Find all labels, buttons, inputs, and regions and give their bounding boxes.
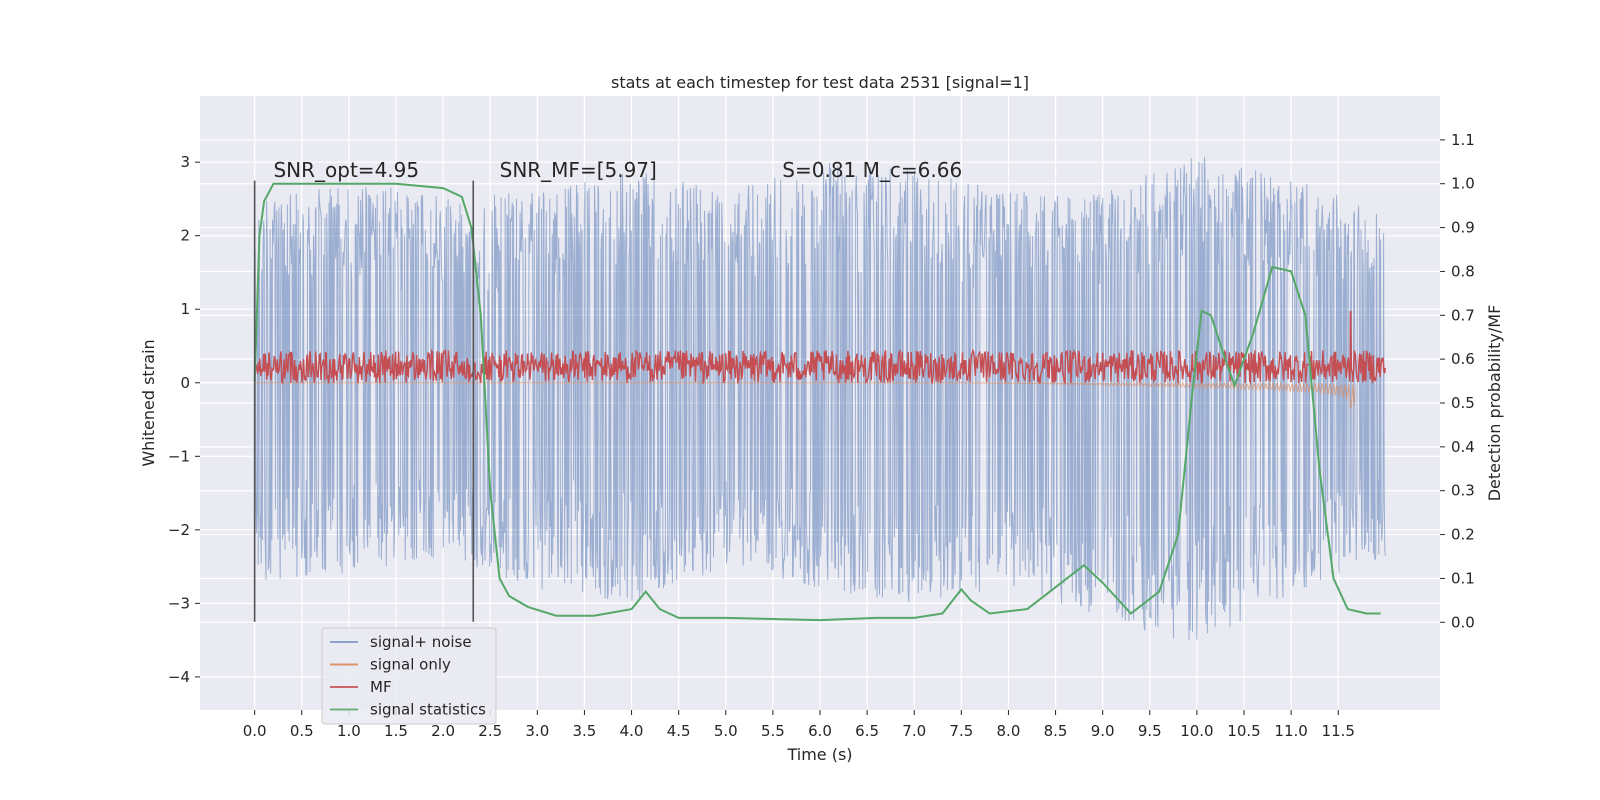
right-y-tick-label-1: 0.1 xyxy=(1451,569,1475,587)
legend-box xyxy=(321,627,497,725)
series-signal-plus-noise-line xyxy=(254,156,1386,641)
legend-label-1: signal only xyxy=(370,656,451,674)
x-tick-label-11: 5.5 xyxy=(761,722,785,740)
y-tick-label-6: 2 xyxy=(180,227,190,245)
x-tick-label-22: 11.0 xyxy=(1274,722,1307,740)
annotation-2: S=0.81 M_c=6.66 xyxy=(782,158,962,182)
y-tick-label-4: 0 xyxy=(180,374,190,392)
x-tick-label-21: 10.5 xyxy=(1227,722,1260,740)
x-tick-label-23: 11.5 xyxy=(1322,722,1355,740)
right-y-tick-labels: 0.0 0.1 0.2 0.3 0.4 0.5 0.6 0.7 0.8 0.9 1.0 1.1 xyxy=(1440,131,1475,631)
right-y-axis-label: Detection probability/MF xyxy=(1485,305,1504,502)
x-tick-label-3: 1.5 xyxy=(384,722,408,740)
x-tick-label-13: 6.5 xyxy=(855,722,879,740)
x-tick-label-20: 10.0 xyxy=(1180,722,1213,740)
right-y-tick-label-11: 1.1 xyxy=(1451,131,1475,149)
y-tick-label-5: 1 xyxy=(180,300,190,318)
series-signal-plus-noise xyxy=(254,156,1386,641)
x-tick-label-9: 4.5 xyxy=(667,722,691,740)
x-tick-labels: 0.0 0.5 1.0 1.5 2.0 2.5 3.0 3.5 4.0 4.5 5.0 5.5 6.0 6… xyxy=(243,710,1355,740)
series-signal-only xyxy=(254,380,1356,410)
x-tick-label-6: 3.0 xyxy=(525,722,549,740)
right-y-tick-label-9: 0.9 xyxy=(1451,219,1475,237)
x-axis-label: Time (s) xyxy=(786,745,852,764)
right-y-tick-label-8: 0.8 xyxy=(1451,262,1475,280)
y-tick-label-1: −3 xyxy=(168,594,190,612)
y-tick-label-0: −4 xyxy=(168,668,190,686)
annotation-0: SNR_opt=4.95 xyxy=(273,158,419,182)
x-tick-label-4: 2.0 xyxy=(431,722,455,740)
x-tick-label-17: 8.5 xyxy=(1044,722,1068,740)
y-tick-label-7: 3 xyxy=(180,153,190,171)
x-tick-label-16: 8.0 xyxy=(997,722,1021,740)
x-tick-label-18: 9.0 xyxy=(1091,722,1115,740)
y-tick-label-2: −2 xyxy=(168,521,190,539)
series-signal-statistics xyxy=(253,182,1381,622)
series-signal-only-line xyxy=(254,380,1356,410)
x-tick-label-7: 3.5 xyxy=(573,722,597,740)
right-y-tick-label-4: 0.4 xyxy=(1451,438,1475,456)
right-y-tick-label-6: 0.6 xyxy=(1451,350,1475,368)
y-axis-label: Whitened strain xyxy=(139,339,158,466)
annotations: SNR_opt=4.95 SNR_MF=[5.97] S=0.81 M_c=6.66 xyxy=(273,158,962,182)
x-tick-label-5: 2.5 xyxy=(478,722,502,740)
x-tick-label-19: 9.5 xyxy=(1138,722,1162,740)
chart-title: stats at each timestep for test data 253… xyxy=(611,73,1029,92)
vertical-markers xyxy=(253,180,475,622)
legend-label-2: MF xyxy=(370,678,392,696)
x-tick-label-14: 7.0 xyxy=(902,722,926,740)
annotation-1: SNR_MF=[5.97] xyxy=(500,158,657,182)
right-y-tick-label-10: 1.0 xyxy=(1451,175,1475,193)
x-tick-label-12: 6.0 xyxy=(808,722,832,740)
series-signal-statistics-line xyxy=(253,182,1381,622)
legend-label-3: signal statistics xyxy=(370,701,486,719)
legend: signal+ noise signal only MF signal statist… xyxy=(321,627,497,725)
legend-label-0: signal+ noise xyxy=(370,633,472,651)
right-y-tick-label-2: 0.2 xyxy=(1451,526,1475,544)
x-tick-label-8: 4.0 xyxy=(620,722,644,740)
x-tick-label-0: 0.0 xyxy=(243,722,267,740)
x-tick-label-10: 5.0 xyxy=(714,722,738,740)
y-tick-label-3: −1 xyxy=(168,447,190,465)
y-tick-labels: −4 −3 −2 −1 0 1 2 3 xyxy=(168,153,200,686)
x-tick-label-2: 1.0 xyxy=(337,722,361,740)
right-y-tick-label-5: 0.5 xyxy=(1451,394,1475,412)
right-y-tick-label-3: 0.3 xyxy=(1451,482,1475,500)
x-tick-label-15: 7.5 xyxy=(949,722,973,740)
right-y-tick-label-0: 0.0 xyxy=(1451,613,1475,631)
x-tick-label-1: 0.5 xyxy=(290,722,314,740)
right-y-tick-label-7: 0.7 xyxy=(1451,306,1475,324)
